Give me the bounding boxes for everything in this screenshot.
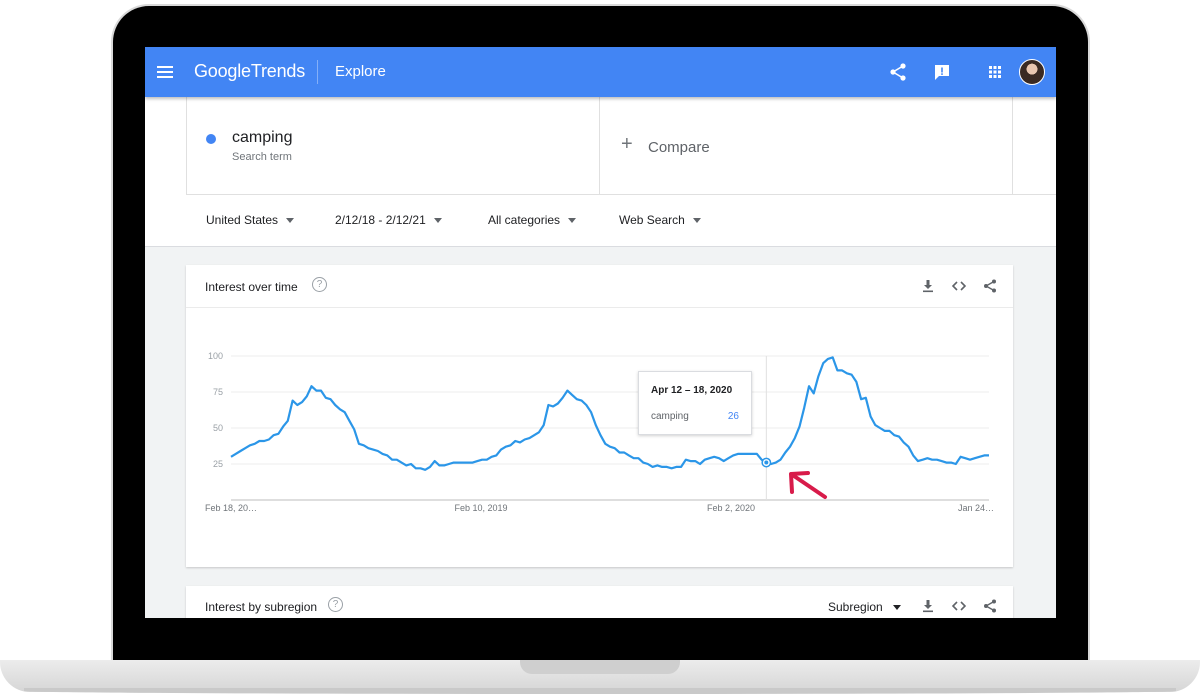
filter-bar: United States 2/12/18 - 2/12/21 All cate… — [145, 195, 1056, 247]
download-icon[interactable] — [920, 598, 936, 614]
interest-over-time-card: Interest over time ? 25 50 75 100 Feb 18, 20… — [186, 265, 1013, 567]
search-term-type: Search term — [232, 151, 292, 163]
search-panel: camping Search term + Compare United Sta… — [145, 97, 1056, 247]
laptop-base-shadow — [24, 688, 1176, 694]
hamburger-menu-icon[interactable] — [157, 66, 173, 78]
google-trends-logo[interactable]: GoogleTrends — [194, 61, 305, 82]
chart-tooltip: Apr 12 – 18, 2020 camping 26 — [638, 371, 752, 435]
interest-line-chart[interactable]: 25 50 75 100 Feb 18, 20… Feb 10, 2019 Feb 2, 2… — [186, 308, 1013, 567]
help-icon[interactable]: ? — [328, 597, 343, 612]
y-tick-label: 50 — [213, 423, 223, 433]
subregion-select[interactable]: Subregion — [828, 600, 901, 614]
chevron-down-icon — [692, 218, 701, 224]
category-filter-label: All categories — [488, 213, 561, 227]
term-color-dot — [206, 134, 216, 144]
laptop-notch — [520, 660, 680, 674]
highlight-point-center — [764, 460, 769, 465]
share-icon[interactable] — [982, 598, 998, 614]
search-type-filter-label: Web Search — [619, 213, 685, 227]
x-tick-label: Jan 24… — [958, 503, 994, 513]
browser-screen: GoogleTrends Explore camping Search term — [145, 47, 1056, 618]
embed-code-icon[interactable] — [951, 278, 967, 294]
app-bar: GoogleTrends Explore — [145, 47, 1056, 97]
share-icon[interactable] — [888, 62, 908, 82]
page-title: Explore — [335, 63, 386, 80]
search-panel-filler — [1013, 97, 1056, 195]
search-term[interactable]: camping — [232, 129, 293, 146]
chevron-down-icon — [568, 218, 577, 224]
logo-google-text: Google — [194, 61, 251, 81]
download-icon[interactable] — [920, 278, 936, 294]
y-tick-label: 75 — [213, 387, 223, 397]
x-tick-label: Feb 2, 2020 — [707, 503, 755, 513]
caret-down-icon — [892, 605, 901, 611]
help-icon[interactable]: ? — [312, 277, 327, 292]
card-title: Interest by subregion — [205, 600, 318, 614]
compare-button[interactable]: + Compare — [600, 97, 1013, 195]
feedback-icon[interactable] — [932, 62, 952, 82]
chevron-down-icon — [433, 218, 442, 224]
plus-icon: + — [621, 133, 633, 155]
y-tick-label: 100 — [208, 351, 223, 361]
compare-label: Compare — [648, 139, 710, 156]
region-filter-label: United States — [206, 213, 279, 227]
apps-grid-icon[interactable] — [985, 62, 1005, 82]
logo-trends-text: Trends — [250, 61, 305, 81]
subregion-select-label: Subregion — [828, 600, 883, 614]
card-header: Interest over time ? — [186, 265, 1013, 308]
search-term-card[interactable]: camping Search term — [186, 97, 600, 195]
chevron-down-icon — [286, 218, 295, 224]
x-tick-label: Feb 10, 2019 — [454, 503, 507, 513]
x-tick-label: Feb 18, 20… — [205, 503, 257, 513]
category-filter[interactable]: All categories — [488, 213, 577, 227]
share-icon[interactable] — [982, 278, 998, 294]
series-line-camping — [230, 356, 989, 471]
tooltip-date: Apr 12 – 18, 2020 — [651, 385, 733, 396]
header-divider — [317, 60, 318, 84]
tooltip-value: 26 — [727, 411, 739, 422]
search-type-filter[interactable]: Web Search — [619, 213, 701, 227]
y-tick-label: 25 — [213, 459, 223, 469]
date-range-filter[interactable]: 2/12/18 - 2/12/21 — [335, 213, 442, 227]
region-filter[interactable]: United States — [206, 213, 295, 227]
avatar[interactable] — [1019, 59, 1045, 85]
date-range-filter-label: 2/12/18 - 2/12/21 — [335, 213, 426, 227]
card-title: Interest over time — [205, 280, 298, 294]
tooltip-term: camping — [651, 411, 689, 422]
embed-code-icon[interactable] — [951, 598, 967, 614]
interest-by-subregion-card: Interest by subregion ? Subregion — [186, 586, 1013, 618]
